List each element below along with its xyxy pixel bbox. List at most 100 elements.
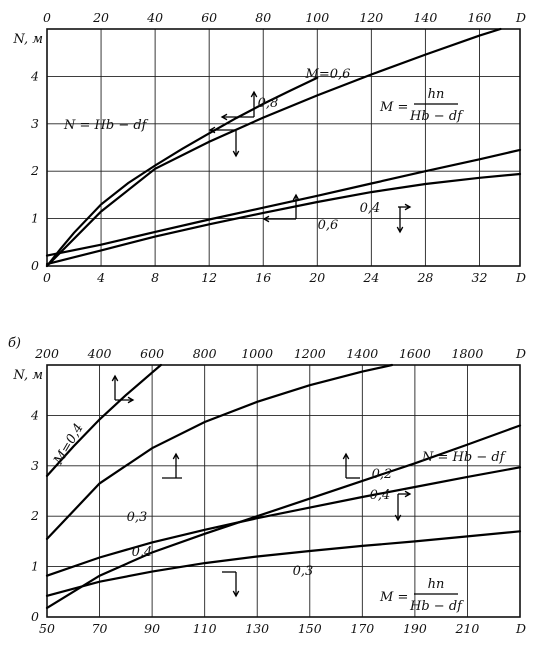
chart-panel-b: 200 400 600 800 1000 1200 1400 1600 1800 D 50 70 90 1… xyxy=(8,336,526,636)
y-axis-tick-label: 3 xyxy=(31,458,39,473)
plot-frame xyxy=(46,28,521,267)
bottom-axis-tick-label: 130 xyxy=(245,621,269,636)
bottom-axis-tick-label: 70 xyxy=(92,621,108,636)
formula-m-lhs: M = xyxy=(379,100,408,115)
bottom-axis-tick-label: 8 xyxy=(151,270,159,285)
formula-n: N = Hb − df xyxy=(63,118,149,133)
bottom-axis-tick-label: 20 xyxy=(308,270,325,285)
top-axis-tick-label: 80 xyxy=(255,10,271,25)
series-label-m04: M=0,4 xyxy=(51,421,87,468)
bottom-axis-tick-label: 24 xyxy=(362,270,379,285)
series-label-03: 0,3 xyxy=(127,510,148,525)
bottom-axis-tick-label: 28 xyxy=(416,270,433,285)
top-axis-tick-label: 160 xyxy=(468,10,492,25)
top-axis-tick-label: 1600 xyxy=(399,346,431,361)
arrow-head-down xyxy=(396,226,404,234)
y-axis-tick-label: 3 xyxy=(31,116,39,131)
y-axis-tick-label: 0 xyxy=(31,258,39,273)
y-axis-tick-label: 0 xyxy=(31,609,39,624)
arrow-head-right xyxy=(404,490,412,498)
series-label-03b: 0,3 xyxy=(293,564,314,579)
arrow-head-down xyxy=(394,514,402,522)
arrow-head-down xyxy=(232,150,240,158)
bottom-axis-tick-label: 0 xyxy=(43,270,51,285)
arrow-head-left xyxy=(220,113,228,121)
top-axis-tick-label: 1200 xyxy=(294,346,326,361)
formula-m-numerator: hп xyxy=(428,577,445,592)
series-label-m06: M=0,6 xyxy=(305,67,351,82)
bottom-axis-label: D xyxy=(515,621,526,636)
series-line-3 xyxy=(45,424,522,610)
arrow-head-right xyxy=(127,396,135,404)
arrow-head-right xyxy=(404,203,412,211)
series-label-04b: 0,4 xyxy=(132,545,153,560)
series-line-4 xyxy=(45,466,522,577)
bottom-axis-tick-label: 32 xyxy=(472,270,488,285)
top-axis-tick-label: 100 xyxy=(305,10,329,25)
bottom-axis-tick-label: 50 xyxy=(39,621,55,636)
top-axis-tick-label: 1800 xyxy=(452,346,484,361)
bottom-axis-tick-label: 110 xyxy=(193,621,217,636)
top-axis-tick-label: 0 xyxy=(43,10,51,25)
bottom-axis-tick-label: 170 xyxy=(350,621,374,636)
series-label-04c: 0,4 xyxy=(370,488,391,503)
y-axis-tick-label: 2 xyxy=(30,163,39,178)
plot-frame xyxy=(46,364,521,618)
panel-label: б) xyxy=(8,336,21,351)
top-axis-tick-label: 800 xyxy=(193,346,217,361)
top-axis-tick-label: 140 xyxy=(413,10,437,25)
top-axis-tick-label: 400 xyxy=(87,346,112,361)
y-axis-tick-label: 1 xyxy=(31,211,39,226)
formula-m-denominator: Hb − df xyxy=(409,109,464,124)
formula-n: N = Hb − df xyxy=(421,450,507,465)
bottom-axis-tick-label: 210 xyxy=(455,621,480,636)
top-axis-tick-label: 20 xyxy=(92,10,109,25)
top-axis-tick-label: 120 xyxy=(359,10,383,25)
top-axis-tick-label: 40 xyxy=(146,10,163,25)
series-label-02: 0,2 xyxy=(372,467,393,482)
y-axis-label: N, м xyxy=(12,368,43,383)
y-axis-tick-label: 4 xyxy=(30,68,39,83)
series-label-08: 0,8 xyxy=(258,96,279,111)
y-axis-tick-label: 2 xyxy=(30,508,39,523)
arrow-head-up xyxy=(172,452,180,460)
formula-m-numerator: hп xyxy=(428,87,445,102)
bottom-axis-tick-label: 4 xyxy=(96,270,105,285)
top-axis-tick-label: 60 xyxy=(201,10,217,25)
series-line-1 xyxy=(45,76,319,268)
arrow-head-up xyxy=(111,374,119,382)
arrow-head-up xyxy=(292,193,300,201)
y-axis-label: N, м xyxy=(12,32,43,47)
top-axis-tick-label: 600 xyxy=(140,346,164,361)
series-line-4 xyxy=(45,172,522,266)
bottom-axis-label: D xyxy=(515,270,526,285)
top-axis-tick-label: 200 xyxy=(34,346,59,361)
bottom-axis-tick-label: 16 xyxy=(255,270,271,285)
top-axis-tick-label: 1000 xyxy=(241,346,273,361)
formula-m-denominator: Hb − df xyxy=(409,599,464,614)
arrow-head-up xyxy=(250,90,258,98)
series-line-5 xyxy=(45,530,522,597)
bottom-axis-tick-label: 190 xyxy=(403,621,427,636)
series-label-04: 0,4 xyxy=(360,201,381,216)
arrow-head-up xyxy=(342,452,350,460)
series-line-3 xyxy=(45,148,522,257)
arrow-head-left xyxy=(262,215,270,223)
y-axis-tick-label: 1 xyxy=(31,559,39,574)
top-axis-label: D xyxy=(515,10,526,25)
series-line-1 xyxy=(45,363,162,477)
arrow-head-left xyxy=(208,126,216,134)
series-label-06b: 0,6 xyxy=(318,218,339,233)
bottom-axis-tick-label: 12 xyxy=(201,270,217,285)
top-axis-label: D xyxy=(515,346,526,361)
bottom-axis-tick-label: 90 xyxy=(144,621,160,636)
series-line-2 xyxy=(45,27,502,268)
chart-panel-a: 0 20 40 60 80 100 120 140 160 D0 4 8 12 16 20 24 28 32 D01… xyxy=(12,10,526,285)
arrow-head-down xyxy=(232,590,240,598)
bottom-axis-tick-label: 150 xyxy=(298,621,322,636)
y-axis-tick-label: 4 xyxy=(30,407,39,422)
top-axis-tick-label: 1400 xyxy=(346,346,378,361)
series-line-2 xyxy=(45,363,394,541)
formula-m-lhs: M = xyxy=(379,590,408,605)
